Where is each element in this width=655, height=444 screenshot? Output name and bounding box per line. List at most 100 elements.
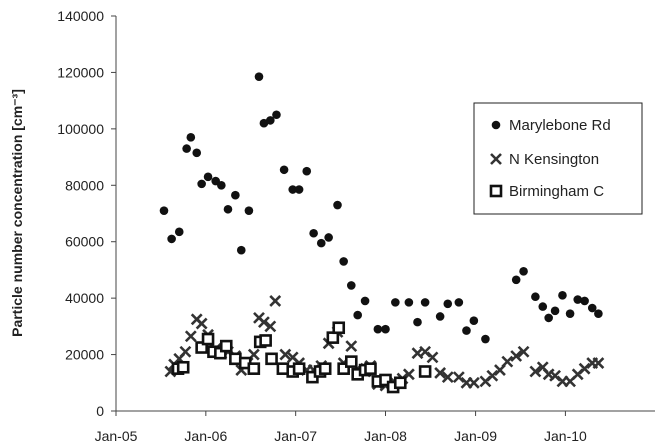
data-point-circle bbox=[167, 234, 176, 244]
data-point-circle bbox=[159, 206, 169, 215]
legend-label: Marylebone Rd bbox=[509, 117, 611, 134]
data-point-cross bbox=[441, 371, 454, 384]
data-point-circle bbox=[391, 298, 400, 307]
data-point-circle bbox=[469, 316, 479, 326]
data-point-circle bbox=[550, 306, 560, 316]
data-point-cross bbox=[467, 376, 480, 389]
data-point-circle bbox=[324, 233, 333, 242]
x-tick-label: Jan-07 bbox=[274, 428, 317, 444]
data-point-square bbox=[276, 362, 290, 375]
legend-label: Birmingham C bbox=[509, 183, 604, 200]
data-point-square bbox=[247, 362, 261, 375]
series-marylebone-rd bbox=[159, 72, 603, 344]
data-point-square bbox=[393, 376, 407, 390]
data-point-circle bbox=[531, 292, 540, 302]
data-point-circle bbox=[594, 309, 603, 318]
data-point-circle bbox=[481, 334, 490, 344]
data-point-circle bbox=[565, 309, 575, 318]
data-point-cross bbox=[195, 317, 208, 330]
data-point-circle bbox=[333, 200, 342, 210]
data-point-square bbox=[344, 355, 358, 368]
x-tick-label: Jan-09 bbox=[454, 428, 497, 444]
data-point-circle bbox=[223, 204, 233, 214]
data-point-cross bbox=[529, 365, 542, 378]
data-point-square bbox=[265, 352, 278, 366]
data-point-cross bbox=[592, 357, 605, 369]
data-point-cross bbox=[426, 351, 439, 364]
x-tick-label: Jan-08 bbox=[364, 428, 407, 444]
data-point-circle bbox=[174, 227, 184, 237]
data-point-cross bbox=[452, 371, 465, 384]
data-point-circle bbox=[587, 303, 597, 313]
data-point-circle bbox=[413, 317, 422, 327]
data-point-square bbox=[292, 362, 306, 375]
data-point-circle bbox=[203, 172, 213, 182]
legend-marker-square bbox=[489, 184, 503, 198]
data-point-circle bbox=[197, 179, 206, 189]
data-point-circle bbox=[420, 298, 430, 307]
data-point-cross bbox=[345, 340, 358, 353]
data-point-square bbox=[364, 362, 377, 375]
data-point-cross bbox=[510, 350, 523, 362]
data-point-circle bbox=[573, 295, 583, 304]
data-point-circle bbox=[236, 245, 246, 255]
legend: Marylebone Rd N Kensington Birmingham C bbox=[473, 102, 643, 215]
y-tick-label: 0 bbox=[96, 403, 104, 419]
data-point-circle bbox=[353, 310, 362, 320]
data-point-circle bbox=[316, 238, 326, 248]
data-point-circle bbox=[192, 148, 202, 158]
data-point-cross bbox=[486, 369, 499, 382]
y-tick-label: 80000 bbox=[65, 177, 104, 193]
data-point-cross bbox=[517, 345, 530, 358]
data-point-cross bbox=[269, 295, 282, 307]
data-point-circle bbox=[279, 165, 289, 175]
data-point-circle bbox=[272, 110, 281, 120]
y-tick-label: 60000 bbox=[65, 234, 104, 250]
data-point-square bbox=[201, 332, 215, 346]
data-point-cross bbox=[578, 362, 591, 375]
legend-entry: Birmingham C bbox=[489, 183, 604, 200]
y-tick-label: 100000 bbox=[57, 121, 104, 137]
y-tick-label: 140000 bbox=[57, 8, 104, 24]
data-point-circle bbox=[231, 190, 240, 200]
data-point-circle bbox=[435, 312, 445, 321]
data-point-circle bbox=[454, 298, 464, 307]
data-point-circle bbox=[309, 228, 318, 238]
data-point-circle bbox=[259, 118, 269, 128]
data-point-cross bbox=[179, 345, 192, 358]
data-point-square bbox=[259, 334, 272, 347]
data-point-square bbox=[176, 360, 190, 374]
data-point-square bbox=[195, 341, 208, 354]
legend-entry: Marylebone Rd bbox=[491, 117, 611, 134]
data-point-square bbox=[379, 373, 392, 387]
data-point-circle bbox=[511, 275, 521, 285]
legend-entry: N Kensington bbox=[490, 151, 599, 168]
data-point-circle bbox=[339, 257, 348, 266]
x-tick-label: Jan-10 bbox=[544, 428, 587, 444]
data-point-square bbox=[318, 362, 332, 375]
data-point-cross bbox=[257, 316, 270, 329]
series-birmingham-c bbox=[171, 321, 432, 394]
data-point-circle bbox=[580, 296, 589, 306]
data-point-circle bbox=[302, 166, 312, 176]
legend-marker-x bbox=[490, 153, 502, 165]
data-point-square bbox=[326, 331, 340, 344]
data-point-circle bbox=[254, 72, 264, 81]
y-tick-label: 20000 bbox=[65, 347, 104, 363]
data-point-square bbox=[229, 352, 242, 366]
data-point-circle bbox=[217, 180, 226, 190]
data-point-circle bbox=[373, 324, 383, 334]
data-point-circle bbox=[244, 206, 254, 215]
data-point-square bbox=[219, 339, 233, 353]
data-point-circle bbox=[381, 324, 390, 334]
data-point-circle bbox=[186, 133, 196, 142]
y-tick-label: 40000 bbox=[65, 290, 104, 306]
data-point-circle bbox=[294, 185, 304, 194]
legend-marker-circle bbox=[491, 120, 501, 130]
data-point-circle bbox=[519, 267, 528, 276]
data-point-circle bbox=[266, 116, 275, 125]
data-point-circle bbox=[544, 313, 553, 323]
data-point-circle bbox=[443, 299, 453, 309]
legend-label: N Kensington bbox=[509, 151, 599, 168]
